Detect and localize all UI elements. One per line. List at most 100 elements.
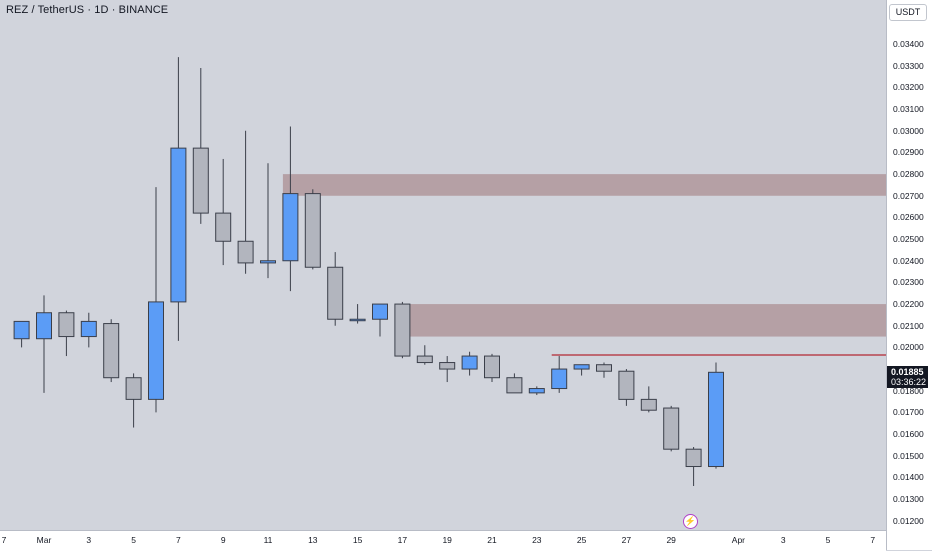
time-tick-label: 5 <box>825 535 831 545</box>
candle-body <box>80 320 97 338</box>
time-tick-label: 21 <box>487 535 497 545</box>
time-tick-label: 7 <box>870 535 876 545</box>
candle-body <box>327 266 344 320</box>
candle[interactable] <box>528 386 545 396</box>
supply-zone-2[interactable] <box>394 304 886 337</box>
price-tick-label: 0.02200 <box>893 299 924 310</box>
candle-body <box>484 355 500 379</box>
candle-body <box>461 355 478 370</box>
price-tick-label: 0.02100 <box>893 320 924 331</box>
candle[interactable] <box>58 310 75 357</box>
candle[interactable] <box>215 158 232 266</box>
candle[interactable] <box>237 130 254 274</box>
price-tick-label: 0.01200 <box>893 515 924 526</box>
candle-body <box>215 212 232 242</box>
candle-body <box>125 377 142 400</box>
candle[interactable] <box>618 369 635 406</box>
time-tick-label: 13 <box>308 535 318 545</box>
time-tick-label: 17 <box>397 535 408 545</box>
candle-body <box>372 303 388 320</box>
time-tick-label: Mar <box>36 535 52 545</box>
candle[interactable] <box>506 373 523 394</box>
candle-body <box>349 318 366 322</box>
candle-body <box>394 303 411 357</box>
candle[interactable] <box>170 57 187 341</box>
candle[interactable] <box>439 356 456 383</box>
time-tick-label: 3 <box>86 535 92 545</box>
candle[interactable] <box>148 187 164 413</box>
candle-body <box>439 362 456 370</box>
time-tick-label: 5 <box>131 535 136 545</box>
currency-unit-button[interactable]: USDT <box>889 4 927 21</box>
price-chart[interactable] <box>0 0 886 530</box>
price-tick-label: 0.03300 <box>893 60 924 71</box>
candle[interactable] <box>125 373 142 428</box>
candle[interactable] <box>192 67 209 224</box>
time-tick-label: 9 <box>220 535 226 545</box>
candle[interactable] <box>640 386 657 413</box>
price-tick-label: 0.02800 <box>893 169 924 180</box>
candle[interactable] <box>461 351 478 376</box>
candle[interactable] <box>282 126 299 292</box>
candle[interactable] <box>551 356 568 393</box>
candle[interactable] <box>416 345 433 365</box>
candle[interactable] <box>708 362 724 469</box>
candle-body <box>260 260 276 264</box>
candle-body <box>528 388 545 394</box>
time-tick-label: 7 <box>176 535 181 545</box>
candle[interactable] <box>304 189 321 270</box>
candle-body <box>618 370 635 400</box>
price-tick-label: 0.02400 <box>893 255 924 266</box>
candle-body <box>506 377 523 394</box>
price-tick-label: 0.02000 <box>893 342 924 353</box>
candle[interactable] <box>349 304 366 324</box>
time-tick-label: 29 <box>666 535 676 545</box>
price-tick-label: 0.01800 <box>893 385 924 396</box>
candle-body <box>282 193 299 262</box>
price-tick-label: 0.01400 <box>893 472 924 483</box>
price-tick-label: 0.02600 <box>893 212 924 223</box>
candle-body <box>304 193 321 268</box>
time-tick-label: 7 <box>1 535 7 545</box>
price-tick-label: 0.03100 <box>893 104 924 115</box>
price-axis[interactable] <box>886 0 932 550</box>
candle[interactable] <box>80 312 97 348</box>
candle[interactable] <box>260 163 276 279</box>
candle-body <box>103 323 120 379</box>
candle-body <box>416 355 433 364</box>
candle[interactable] <box>103 319 120 383</box>
price-tick-label: 0.02500 <box>893 234 924 245</box>
time-axis[interactable] <box>0 530 886 551</box>
candle[interactable] <box>596 362 612 378</box>
candle[interactable] <box>36 295 52 393</box>
candle-body <box>708 371 724 468</box>
time-tick-label: 15 <box>352 535 363 545</box>
lightning-icon[interactable]: ⚡ <box>683 514 698 529</box>
price-tick-label: 0.01700 <box>893 407 924 418</box>
candle[interactable] <box>663 405 680 452</box>
price-tick-label: 0.02700 <box>893 190 924 201</box>
last-price-badge: 0.01885 03:36:22 <box>887 366 928 388</box>
price-tick-label: 0.03000 <box>893 125 924 136</box>
time-tick-label: 11 <box>263 535 273 545</box>
candle-body <box>148 301 164 400</box>
candle-body <box>685 448 702 468</box>
zones-layer <box>282 174 886 337</box>
candle[interactable] <box>327 252 344 326</box>
candle[interactable] <box>685 447 702 487</box>
time-tick-label: 3 <box>780 535 786 545</box>
candles-layer <box>13 57 724 487</box>
price-tick-label: 0.03200 <box>893 82 924 93</box>
candle[interactable] <box>573 364 590 376</box>
candle-body <box>192 147 209 214</box>
candle[interactable] <box>394 301 411 359</box>
candle[interactable] <box>13 320 30 348</box>
candle[interactable] <box>372 303 388 337</box>
price-tick-label: 0.03400 <box>893 39 924 50</box>
candle[interactable] <box>484 353 500 383</box>
candle-body <box>36 312 52 340</box>
candle-body <box>640 398 657 411</box>
price-tick-label: 0.02900 <box>893 147 924 158</box>
supply-zone-1[interactable] <box>282 174 886 196</box>
last-price-value: 0.01885 <box>891 367 924 377</box>
